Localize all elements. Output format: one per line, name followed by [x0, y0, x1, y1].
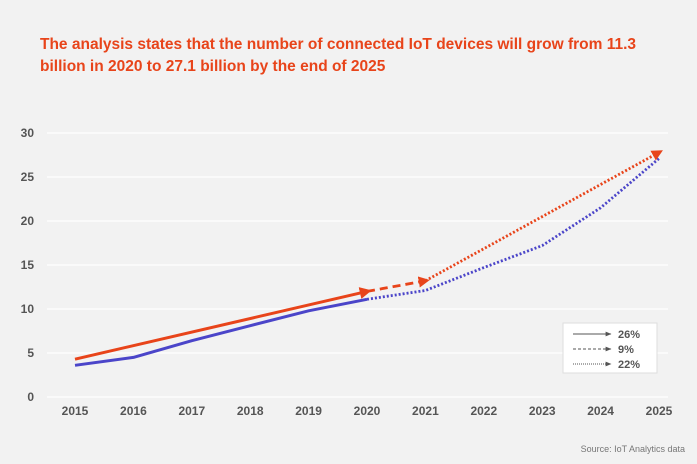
series-blue-dotted-line: [366, 157, 660, 301]
y-tick-label: 10: [21, 302, 35, 316]
y-tick-label: 15: [21, 258, 35, 272]
y-tick-label: 30: [21, 126, 35, 140]
x-tick-label: 2017: [178, 404, 205, 418]
series-orange-dotted-line: [424, 150, 663, 283]
x-axis-ticks: 2015 2016 2017 2018 2019 2020 2021 2022 2023 2024…: [62, 404, 673, 418]
chart-title: The analysis states that the number of c…: [40, 36, 637, 75]
x-tick-label: 2018: [237, 404, 264, 418]
legend-box: 26% 9% 22%: [562, 322, 658, 374]
x-tick-label: 2019: [295, 404, 322, 418]
y-tick-label: 20: [21, 214, 35, 228]
y-tick-label: 0: [27, 390, 34, 404]
x-tick-label: 2025: [646, 404, 673, 418]
legend-label: 22%: [618, 359, 640, 371]
legend-label: 26%: [618, 329, 640, 341]
source-note: Source: IoT Analytics data: [580, 444, 685, 454]
x-tick-label: 2022: [470, 404, 497, 418]
x-tick-label: 2021: [412, 404, 439, 418]
x-tick-label: 2015: [62, 404, 89, 418]
legend-label: 9%: [618, 344, 634, 356]
series-lines: [74, 150, 663, 367]
y-tick-label: 5: [27, 346, 34, 360]
series-blue-solid-line: [74, 297, 368, 367]
x-tick-label: 2016: [120, 404, 147, 418]
x-tick-label: 2024: [587, 404, 614, 418]
series-orange-dashed-line: [366, 276, 430, 293]
x-tick-label: 2020: [354, 404, 381, 418]
y-tick-label: 25: [21, 170, 35, 184]
y-axis-ticks: 0 5 10 15 20 25 30: [21, 126, 35, 404]
x-tick-label: 2023: [529, 404, 556, 418]
series-orange-solid-line: [74, 287, 372, 361]
